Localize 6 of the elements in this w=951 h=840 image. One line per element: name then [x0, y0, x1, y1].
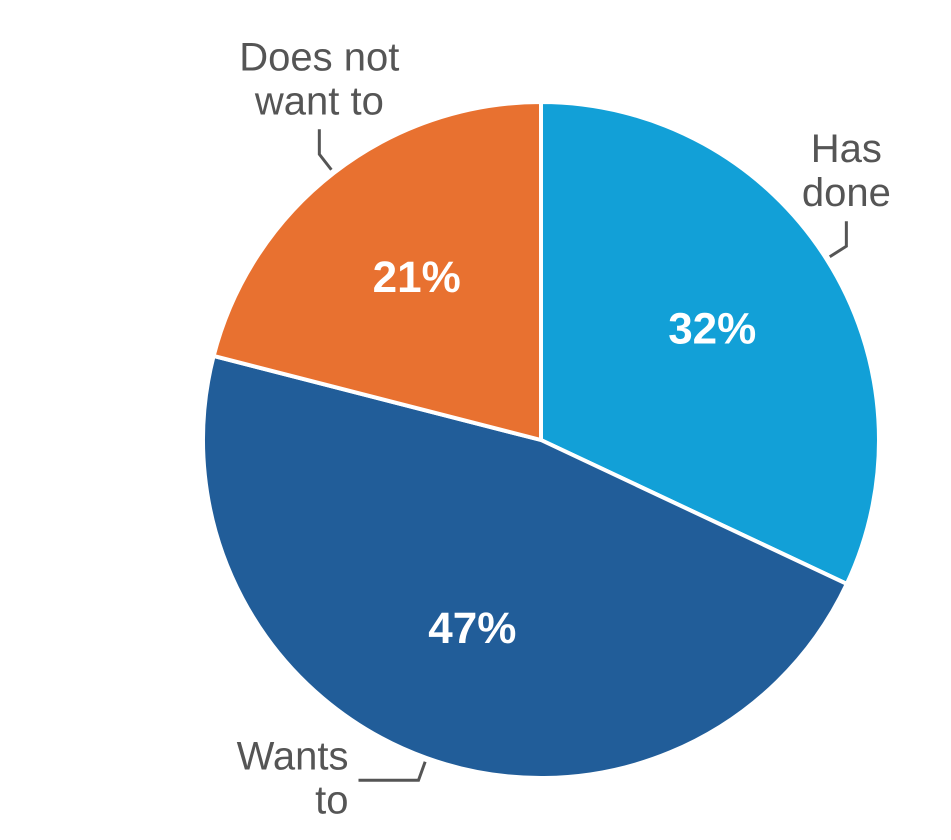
slice-label: Does not want to — [239, 35, 400, 124]
slice-label: Wants to — [236, 734, 348, 822]
data-label: 32% — [668, 304, 756, 354]
data-label: 47% — [428, 604, 516, 653]
slice-label: Has done — [802, 127, 891, 216]
data-label: 21% — [372, 252, 461, 302]
